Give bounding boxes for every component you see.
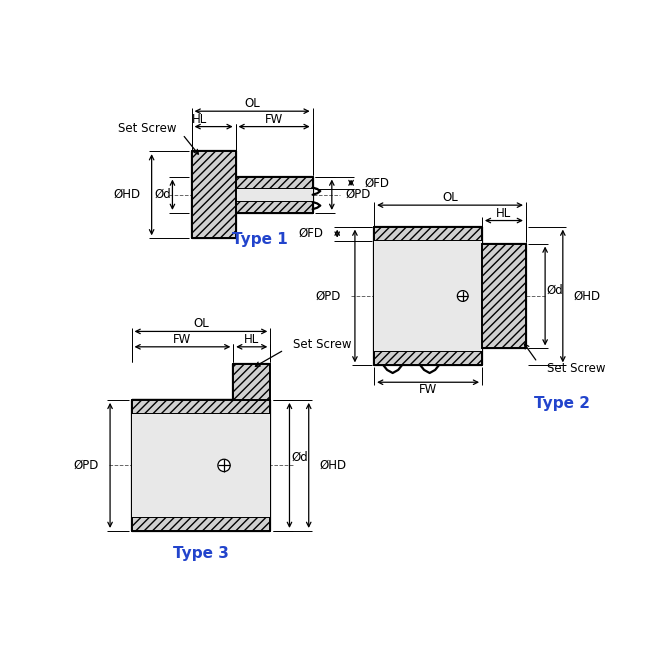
Text: OL: OL (442, 191, 458, 204)
Text: FW: FW (419, 383, 438, 397)
Bar (192, 200, 313, 213)
Text: ØHD: ØHD (574, 289, 601, 302)
Bar (131, 414, 270, 517)
Text: ØHD: ØHD (114, 188, 141, 201)
Text: HL: HL (244, 334, 259, 346)
Text: OL: OL (193, 317, 209, 330)
Text: Type 1: Type 1 (232, 232, 287, 247)
Text: FW: FW (265, 113, 283, 126)
Text: Ød: Ød (547, 283, 563, 296)
Bar (192, 151, 236, 239)
Bar (192, 177, 313, 189)
Bar (374, 226, 482, 241)
Circle shape (218, 459, 230, 472)
Bar (131, 400, 270, 414)
Bar (482, 244, 526, 348)
Text: Type 3: Type 3 (173, 547, 229, 561)
Text: HL: HL (496, 207, 512, 220)
Text: ØHD: ØHD (320, 459, 346, 472)
Text: Set Screw: Set Screw (118, 122, 176, 135)
Text: Type 2: Type 2 (533, 396, 590, 411)
Text: FW: FW (174, 334, 192, 346)
Bar (374, 241, 482, 352)
Text: Ød: Ød (154, 188, 171, 201)
Bar (374, 352, 482, 365)
Text: Ød: Ød (291, 451, 308, 464)
Text: ØPD: ØPD (346, 188, 371, 201)
Text: ØFD: ØFD (298, 227, 324, 240)
Text: ØPD: ØPD (74, 459, 99, 472)
Circle shape (458, 291, 468, 302)
Bar (131, 517, 270, 531)
Text: Set Screw: Set Screw (547, 362, 606, 375)
Text: Set Screw: Set Screw (293, 338, 352, 351)
Text: ØFD: ØFD (365, 176, 390, 190)
Text: ØPD: ØPD (316, 289, 341, 302)
Bar (192, 189, 313, 200)
Text: OL: OL (245, 97, 260, 110)
Text: HL: HL (192, 113, 207, 126)
Bar (233, 364, 270, 400)
